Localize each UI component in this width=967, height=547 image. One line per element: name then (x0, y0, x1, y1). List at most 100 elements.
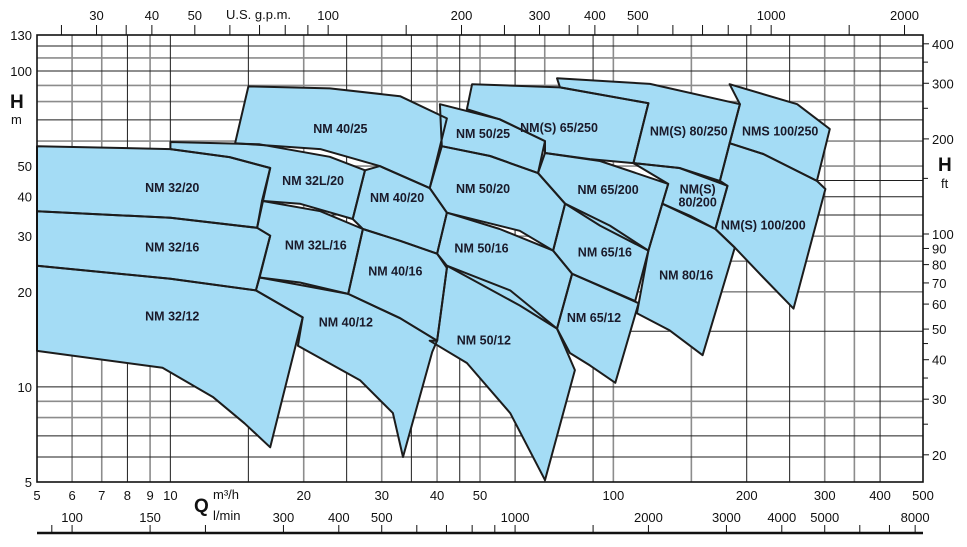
pump-range-area (352, 166, 447, 254)
x-lmin-tick-label: 100 (61, 510, 83, 525)
y-ft-tick-label: 50 (932, 322, 946, 337)
pump-range-area (538, 153, 669, 251)
pump-range-area (37, 146, 271, 228)
pump-range-area (553, 203, 649, 301)
pump-range-area (437, 212, 573, 329)
pump-label: NM 40/20 (370, 191, 424, 205)
pump-label: NM 65/200 (578, 183, 639, 197)
x-lmin-tick-label: 4000 (767, 510, 796, 525)
x-lmin-tick-label: 150 (139, 510, 161, 525)
x-axis-unit-gpm: U.S. g.p.m. (226, 7, 292, 22)
y-ft-tick-label: 40 (932, 353, 946, 368)
x-lmin-tick-label: 8000 (901, 510, 930, 525)
x-tick-label: 200 (736, 488, 758, 503)
x-tick-label: 40 (430, 488, 444, 503)
pump-range-outline (254, 276, 439, 458)
pump-label: NM 32L/20 (282, 174, 344, 188)
x-tick-label: 100 (603, 488, 625, 503)
x-gpm-tick-label: 200 (451, 8, 473, 23)
x-gpm-tick-label: 40 (145, 8, 159, 23)
pump-range-area (235, 86, 447, 189)
pump-label: NM(S) 80/250 (650, 124, 728, 138)
pump-range-area (257, 200, 363, 294)
y-axis-unit-left: m (11, 112, 22, 127)
x-tick-label: 500 (912, 488, 934, 503)
pump-range-outline (537, 152, 670, 252)
pump-label: NM 50/16 (454, 242, 508, 256)
pump-range-area (715, 143, 826, 309)
x-tick-label: 8 (124, 488, 131, 503)
pump-range-area (37, 265, 303, 448)
x-lmin-tick-label: 400 (328, 510, 350, 525)
pump-label: NM(S) 65/250 (520, 121, 598, 135)
pump-range-area (255, 277, 438, 457)
pump-range-area (557, 273, 639, 383)
pump-label: NM(S) (680, 183, 716, 197)
y-ft-tick-label: 30 (932, 392, 946, 407)
pump-label: NM 40/12 (319, 315, 373, 329)
x-tick-label: 6 (68, 488, 75, 503)
x-gpm-tick-label: 500 (627, 8, 649, 23)
y-ft-tick-label: 60 (932, 297, 946, 312)
pump-range-outline (714, 142, 827, 310)
y-tick-label: 10 (18, 380, 32, 395)
pump-label: NM 80/16 (659, 269, 713, 283)
pump-label: NM 32/20 (145, 181, 199, 195)
x-gpm-tick-label: 400 (584, 8, 606, 23)
y-tick-label: 50 (18, 159, 32, 174)
y-ft-tick-label: 90 (932, 241, 946, 256)
pump-label: NM 50/12 (457, 334, 511, 348)
y-axis-symbol-left: H (10, 92, 24, 113)
pump-label: NM 65/12 (567, 311, 621, 325)
x-tick-label: 7 (98, 488, 105, 503)
pump-range-area (557, 78, 740, 181)
x-lmin-tick-label: 500 (371, 510, 393, 525)
x-tick-label: 30 (374, 488, 388, 503)
pump-range-outline (256, 199, 364, 295)
pump-label: NM 32/12 (145, 310, 199, 324)
x-tick-label: 10 (163, 488, 177, 503)
pump-range-outline (428, 264, 576, 482)
y-tick-label: 40 (18, 190, 32, 205)
y-ft-tick-label: 300 (932, 76, 954, 91)
y-axis-symbol-right: H (938, 155, 952, 176)
x-lmin-tick-label: 3000 (712, 510, 741, 525)
pump-label: NMS 100/250 (742, 124, 818, 138)
x-axis-symbol: Q (194, 496, 209, 517)
pump-range-outline (556, 272, 640, 384)
y-axis-unit-right: ft (941, 176, 949, 191)
pump-label: NM(S) 100/200 (721, 219, 806, 233)
x-tick-label: 300 (814, 488, 836, 503)
pump-range-area (439, 104, 545, 174)
plot-frame (36, 34, 924, 483)
x-tick-label: 5 (33, 488, 40, 503)
y-ft-tick-label: 400 (932, 37, 954, 52)
x-lmin-tick-label: 1000 (501, 510, 530, 525)
y-tick-label: 100 (10, 64, 32, 79)
x-lmin-tick-label: 2000 (634, 510, 663, 525)
pump-range-area (636, 203, 735, 356)
y-ft-tick-label: 20 (932, 448, 946, 463)
x-tick-label: 9 (146, 488, 153, 503)
x-gpm-tick-label: 2000 (890, 8, 919, 23)
pump-label: NM 50/25 (456, 127, 510, 141)
y-ft-tick-label: 100 (932, 227, 954, 242)
pump-range-outline (169, 141, 366, 220)
pump-range-area (429, 265, 575, 481)
pump-range-area (729, 84, 830, 181)
x-gpm-tick-label: 50 (188, 8, 202, 23)
y-tick-label: 20 (18, 285, 32, 300)
x-gpm-tick-label: 300 (529, 8, 551, 23)
x-tick-label: 20 (296, 488, 310, 503)
x-gpm-tick-label: 30 (89, 8, 103, 23)
x-lmin-tick-label: 300 (273, 510, 295, 525)
x-tick-label: 50 (473, 488, 487, 503)
pump-label: NM 32L/16 (285, 239, 347, 253)
pump-range-area (429, 146, 566, 251)
y-tick-label: 130 (10, 28, 32, 43)
pump-range-area (348, 229, 447, 341)
x-axis-unit-lmin: l/min (213, 508, 241, 523)
pump-range-outline (36, 264, 304, 449)
x-gpm-tick-label: 100 (317, 8, 339, 23)
